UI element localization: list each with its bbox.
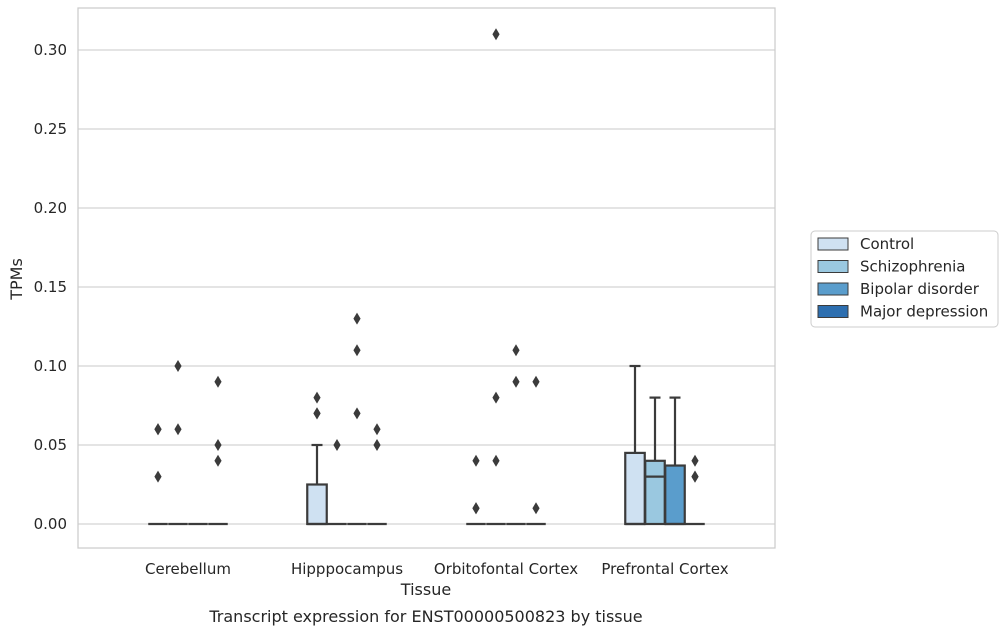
outlier-point <box>174 423 182 436</box>
x-tick-labels: Cerebellum Hipppocampus Orbitofontal Corte… <box>145 560 729 578</box>
outlier-point <box>373 439 381 451</box>
box-rect <box>664 464 686 526</box>
x-tick-label: Prefrontal Cortex <box>601 560 728 578</box>
y-tick-label: 0.15 <box>34 278 67 296</box>
legend-label: Bipolar disorder <box>860 280 980 298</box>
legend-swatch <box>817 237 849 251</box>
box-group <box>367 423 387 526</box>
legend-swatch <box>817 305 849 318</box>
outlier-point <box>353 407 361 420</box>
outlier-point <box>691 470 699 483</box>
legend-frame <box>810 230 999 328</box>
y-tick-label: 0.20 <box>34 199 67 217</box>
box-group <box>506 344 526 526</box>
box-group <box>685 454 705 526</box>
legend-swatch <box>817 260 849 273</box>
box-rect <box>644 459 666 526</box>
y-tick-label: 0.00 <box>34 515 67 533</box>
outlier-point <box>532 502 540 515</box>
box-rect <box>306 483 328 526</box>
outlier-point <box>313 391 321 404</box>
x-tick-label: Cerebellum <box>145 560 231 578</box>
box-rect <box>624 451 646 526</box>
outlier-point <box>373 423 381 436</box>
legend: Control Schizophrenia Bipolar disorder Majo… <box>810 230 999 328</box>
outlier-point <box>532 375 540 388</box>
y-tick-label: 0.30 <box>34 41 67 59</box>
plot-frame <box>77 7 776 549</box>
box-group <box>644 396 666 526</box>
outlier-point <box>691 454 699 467</box>
box-group <box>306 391 328 526</box>
outlier-point <box>472 454 480 467</box>
box-series <box>148 28 705 526</box>
outlier-point <box>313 407 321 420</box>
outlier-point <box>492 28 500 41</box>
outlier-point <box>174 360 182 372</box>
legend-label: Schizophrenia <box>860 258 965 276</box>
outlier-point <box>512 344 520 357</box>
box-group <box>347 312 367 526</box>
outlier-point <box>472 502 480 515</box>
legend-swatch <box>817 282 849 296</box>
box-group <box>466 454 486 526</box>
y-axis-label: TPMs <box>7 258 26 301</box>
y-tick-label: 0.10 <box>34 357 67 375</box>
x-tick-label: Hipppocampus <box>291 560 403 578</box>
outlier-point <box>353 344 361 357</box>
outlier-point <box>492 454 500 467</box>
x-tick-label: Orbitofontal Cortex <box>434 560 578 578</box>
outlier-point <box>353 312 361 325</box>
outlier-point <box>214 454 222 467</box>
box-group <box>168 360 188 526</box>
y-tick-label: 0.25 <box>34 120 67 138</box>
box-group <box>208 375 228 526</box>
outlier-point <box>492 391 500 404</box>
outlier-point <box>333 439 341 451</box>
chart-title: Transcript expression for ENST0000050082… <box>208 607 642 626</box>
outlier-point <box>154 423 162 436</box>
outlier-point <box>214 439 222 451</box>
y-tick-label: 0.05 <box>34 436 67 454</box>
box-group <box>526 375 546 526</box>
x-axis-label: Tissue <box>400 580 451 599</box>
outlier-point <box>154 470 162 483</box>
outlier-point <box>512 375 520 388</box>
box-group <box>327 439 347 526</box>
box-group <box>486 28 506 526</box>
box-group <box>148 423 168 526</box>
box-group <box>664 396 686 526</box>
outlier-point <box>214 375 222 388</box>
legend-label: Control <box>860 235 914 253</box>
legend-label: Major depression <box>860 303 988 321</box>
grid-lines <box>78 49 775 525</box>
y-tick-labels: 0.00 0.05 0.10 0.15 0.20 0.25 0.30 <box>34 41 67 533</box>
